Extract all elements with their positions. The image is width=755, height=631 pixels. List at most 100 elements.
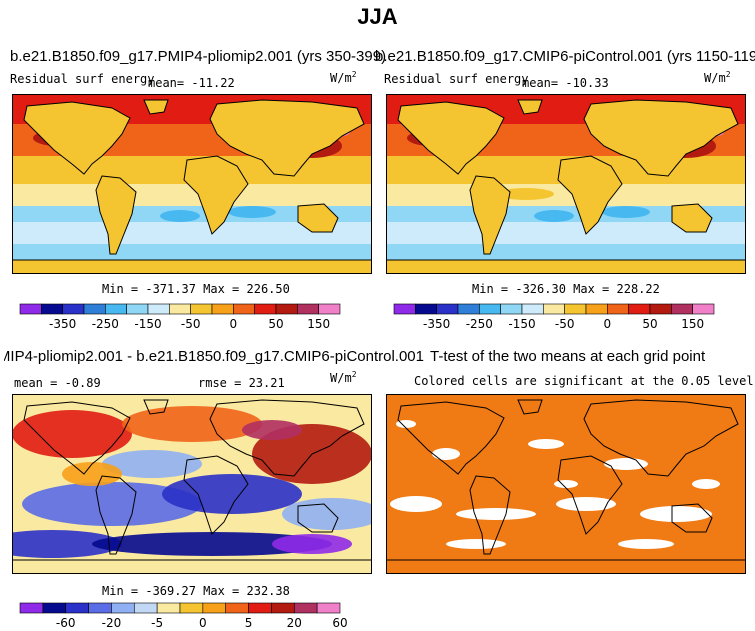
panel2-colorbar-swatch-0 [393,303,416,315]
panel4-not-significant-0 [390,496,442,512]
panel1-land-6 [143,99,169,115]
panel4-land-3 [557,455,623,535]
panel3-colorbar-swatch-4 [111,602,135,614]
panel2-colorbar-swatch-4 [479,303,501,315]
panel1-colorbar-swatch-5 [126,303,149,315]
panel1-land-3 [183,155,249,235]
panel3-land-2 [95,475,137,555]
panel4-land-4 [671,503,713,533]
panel1-colorbar-tick-1: -250 [92,317,119,331]
panel3-colorbar-swatch-9 [225,602,249,614]
panel3-frame [12,394,372,574]
panel1-colorbar-tick-5: 50 [268,317,283,331]
panel4-title: T-test of the two means at each grid poi… [430,348,706,365]
panel4-not-significant-10 [396,420,416,428]
panel3-colorbar-swatch-11 [271,602,295,614]
panel3-anomaly-10 [62,462,122,486]
panel1-variable-label: Residual surf energy [10,72,155,86]
panel1-band-6 [12,244,372,260]
panel4-land-1 [397,401,505,475]
panel3-colorbar-swatch-2 [65,602,89,614]
panel1-colorbar-swatch-10 [233,303,255,315]
panel4-not-significant-8 [446,539,506,549]
panel3-land-0 [209,399,365,477]
panel2-cool-spot-b [602,206,650,218]
panel3-colorbar-tick-4: 5 [245,616,253,630]
panel2-minmax: Min = -326.30 Max = 228.22 [472,282,660,296]
panel1-colorbar: -350 -250 -150 -50 0 50 150 [19,303,341,331]
panel3-rmse-label: rmse = 23.21 [198,376,285,390]
panel3-title: b.e21.B1850.f09_g17.PMIP4-pliomip2.001 -… [4,348,424,365]
panel2-colorbar-swatch-3 [457,303,480,315]
panel3-land-3 [183,455,249,535]
panel2-colorbar-swatch-14 [692,303,715,315]
panel1-title: b.e21.B1850.f09_g17.PMIP4-pliomip2.001 (… [10,48,387,65]
panel2-land-5 [386,259,746,274]
panel4-not-significant-11 [554,480,578,488]
panel1-colorbar-swatch-0 [19,303,42,315]
panel3-colorbar-swatch-6 [156,602,181,614]
panel4-not-significant-4 [432,448,460,460]
panel2-map [386,94,746,274]
panel1-minmax: Min = -371.37 Max = 226.50 [102,282,290,296]
panel2-land-6 [517,99,543,115]
panel2-colorbar-tick-3: -50 [555,317,575,331]
panel2-land-4 [671,203,713,233]
panel4-not-significant-7 [692,479,720,489]
panel4-frame [386,394,746,574]
panel4-not-significant-5 [528,439,564,449]
panel4-map [386,394,746,574]
panel3-anomaly-4 [162,474,302,514]
panel2-colorbar: -350 -250 -150 -50 0 50 150 [393,303,715,331]
panel1-colorbar-tick-0: -350 [49,317,76,331]
panel3-land-5 [12,559,372,574]
panel3-units: W/m2 [330,370,357,385]
panel2-cool-spot-a [534,210,574,222]
panel3-colorbar-swatch-1 [42,602,67,614]
panel1-colorbar-swatch-11 [254,303,277,315]
panel1-land-2 [95,175,137,255]
panel3-colorbar-swatch-10 [248,602,272,614]
panel2-colorbar-tick-0: -350 [423,317,450,331]
panel3-anomaly-9 [242,420,302,440]
panel2-colorbar-tick-4: 0 [604,317,612,331]
panel1-colorbar-swatch-12 [275,303,298,315]
panel1-colorbar-tick-4: 0 [230,317,238,331]
panel1-colorbar-swatch-8 [190,303,213,315]
panel1-colorbar-tick-3: -50 [181,317,201,331]
panel2-colorbar-swatch-10 [607,303,629,315]
panel1-units: W/m2 [330,70,357,85]
panel2-land-0 [583,99,739,177]
panel2-colorbar-swatch-9 [585,303,608,315]
panel3-land-6 [143,399,169,415]
panel2-colorbar-swatch-5 [500,303,523,315]
panel2-title: b.e21.B1850.f09_g17.CMIP6-piControl.001 … [375,48,755,65]
panel2-colorbar-swatch-8 [564,303,587,315]
panel3-colorbar-tick-2: -5 [151,616,163,630]
panel3-land-1 [23,401,131,475]
panel2-colorbar-tick-5: 50 [642,317,657,331]
panel3-minmax: Min = -369.27 Max = 232.38 [102,584,290,598]
panel3-land-4 [297,503,339,533]
panel2-colorbar-swatch-7 [543,303,565,315]
panel3-anomaly-7 [92,532,332,556]
panel1-colorbar-swatch-6 [147,303,170,315]
panel2-band-5 [386,222,746,244]
panel1-colorbar-tick-2: -150 [134,317,161,331]
panel1-band-5 [12,222,372,244]
panel3-map [12,394,372,574]
panel4-land-5 [386,559,746,574]
panel1-mean-label: mean= -11.22 [148,76,235,90]
panel4-not-significant-2 [556,497,616,511]
panel1-colorbar-swatch-9 [211,303,234,315]
panel3-colorbar-tick-1: -20 [102,616,122,630]
panel2-units: W/m2 [704,70,731,85]
panel2-colorbar-tick-6: 150 [681,317,704,331]
panel3-colorbar: -60 -20 -5 0 5 20 60 [19,602,348,630]
panel3-colorbar-swatch-0 [19,602,44,614]
panel2-frame [386,94,746,274]
panel2-land-1 [397,101,505,175]
panel1-land-0 [209,99,365,177]
panel3-colorbar-swatch-7 [179,602,204,614]
panel1-land-4 [297,203,339,233]
